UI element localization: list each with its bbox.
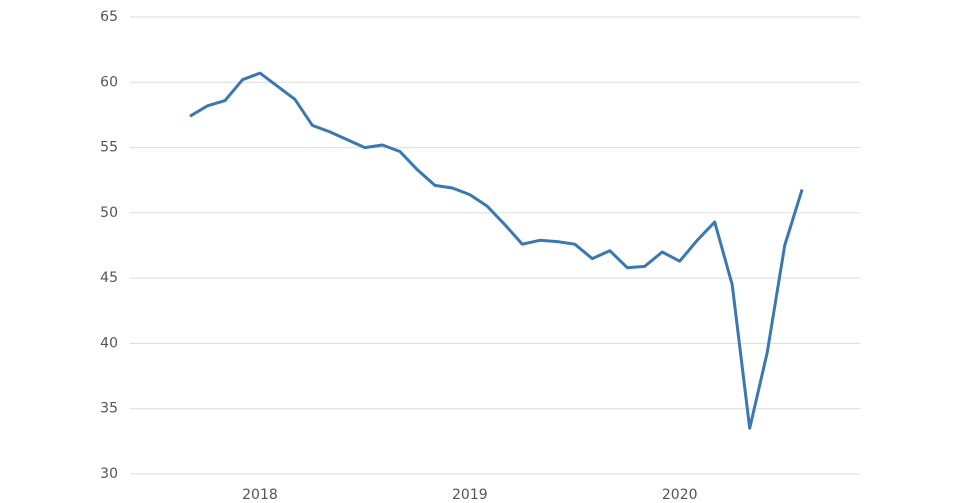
y-tick-label: 35 xyxy=(100,401,118,417)
y-tick-label: 50 xyxy=(100,205,118,221)
x-tick-label: 2019 xyxy=(452,487,488,503)
x-tick-label: 2020 xyxy=(662,487,698,503)
y-tick-label: 65 xyxy=(100,9,118,25)
y-tick-label: 40 xyxy=(100,335,118,351)
y-tick-label: 55 xyxy=(100,140,118,156)
y-tick-label: 30 xyxy=(100,466,118,482)
x-tick-label: 2018 xyxy=(242,487,278,503)
y-tick-label: 60 xyxy=(100,74,118,90)
line xyxy=(189,71,804,430)
y-tick-label: 45 xyxy=(100,270,118,286)
